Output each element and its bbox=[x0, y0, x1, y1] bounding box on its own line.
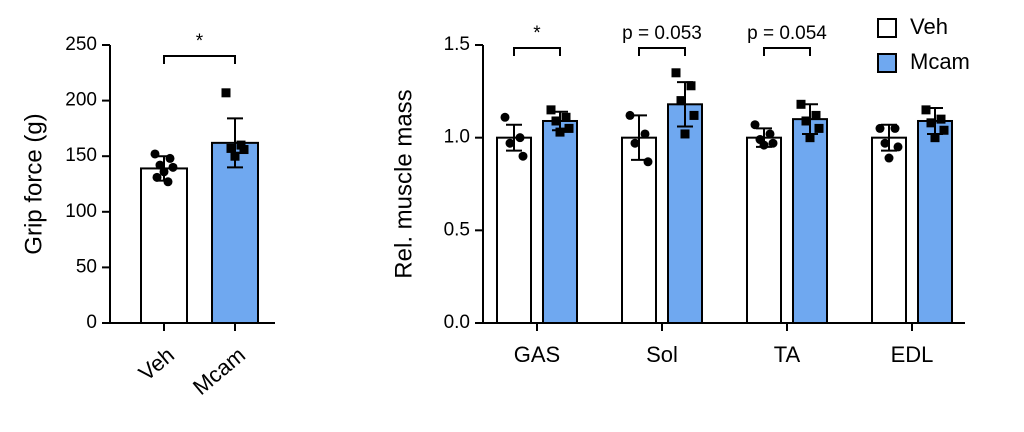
data-point bbox=[671, 68, 681, 78]
data-point bbox=[768, 138, 778, 148]
bar bbox=[792, 118, 828, 324]
data-point bbox=[796, 99, 806, 109]
data-point bbox=[643, 157, 653, 167]
legend-swatch bbox=[877, 53, 897, 73]
bar bbox=[211, 141, 259, 324]
annotation: * bbox=[196, 31, 204, 52]
x-tick-label: Mcam bbox=[188, 342, 250, 400]
annotation: * bbox=[533, 23, 541, 44]
x-tick-label: TA bbox=[774, 342, 801, 367]
data-point bbox=[505, 138, 515, 148]
data-point bbox=[880, 138, 890, 148]
data-point bbox=[150, 149, 160, 159]
legend-label: Mcam bbox=[910, 49, 970, 74]
data-point bbox=[939, 125, 949, 135]
data-point bbox=[676, 96, 686, 106]
data-point bbox=[168, 162, 178, 172]
data-point bbox=[152, 172, 162, 182]
significance-bracket bbox=[638, 47, 686, 56]
data-point bbox=[555, 127, 565, 137]
data-point bbox=[625, 110, 635, 120]
y-tick-label: 150 bbox=[65, 145, 97, 166]
legend-label: Veh bbox=[910, 14, 948, 39]
data-point bbox=[564, 123, 574, 133]
error-bar bbox=[506, 123, 522, 152]
data-point bbox=[750, 120, 760, 130]
data-point bbox=[518, 151, 528, 161]
data-point bbox=[515, 133, 525, 143]
data-point bbox=[226, 143, 236, 153]
data-point bbox=[805, 133, 815, 143]
bar bbox=[746, 136, 782, 324]
data-point bbox=[890, 123, 900, 133]
data-point bbox=[689, 110, 699, 120]
data-point bbox=[561, 112, 571, 122]
y-tick-label: 0 bbox=[86, 312, 97, 333]
bar bbox=[140, 167, 188, 324]
significance-bracket bbox=[513, 47, 561, 56]
data-point bbox=[239, 145, 249, 155]
x-tick-label: GAS bbox=[514, 342, 560, 367]
y-tick-label: 1.0 bbox=[444, 127, 470, 148]
data-point bbox=[500, 112, 510, 122]
y-tick-label: 50 bbox=[76, 256, 97, 277]
significance-bracket bbox=[763, 47, 811, 56]
data-point bbox=[640, 129, 650, 139]
data-point bbox=[630, 138, 640, 148]
x-tick-label: EDL bbox=[891, 342, 934, 367]
data-point bbox=[551, 116, 561, 126]
bar bbox=[871, 136, 907, 324]
x-tick-label: Veh bbox=[134, 342, 179, 386]
data-point bbox=[159, 167, 169, 177]
data-point bbox=[155, 160, 165, 170]
x-tick-label: Sol bbox=[646, 342, 678, 367]
bar bbox=[621, 136, 657, 324]
y-tick-label: 200 bbox=[65, 90, 97, 111]
data-point bbox=[759, 140, 769, 150]
data-point bbox=[765, 129, 775, 139]
y-tick-label: 0.0 bbox=[444, 312, 470, 333]
data-point bbox=[936, 114, 946, 124]
data-point bbox=[884, 153, 894, 163]
y-tick-label: 0.5 bbox=[444, 219, 470, 240]
annotation: p = 0.054 bbox=[747, 23, 827, 44]
data-point bbox=[230, 151, 240, 161]
data-point bbox=[926, 118, 936, 128]
data-point bbox=[811, 110, 821, 120]
data-point bbox=[893, 142, 903, 152]
data-point bbox=[930, 133, 940, 143]
y-tick-label: 250 bbox=[65, 34, 97, 55]
annotation: p = 0.053 bbox=[622, 23, 702, 44]
bar bbox=[496, 136, 532, 324]
bar bbox=[542, 119, 578, 324]
data-point bbox=[163, 177, 173, 187]
data-point bbox=[921, 105, 931, 115]
legend-swatch bbox=[877, 18, 897, 38]
y-axis-label: Rel. muscle mass bbox=[390, 89, 417, 278]
bar bbox=[917, 119, 953, 324]
data-point bbox=[875, 123, 885, 133]
data-point bbox=[814, 123, 824, 133]
data-point bbox=[546, 105, 556, 115]
significance-bracket bbox=[163, 55, 236, 64]
data-point bbox=[680, 129, 690, 139]
data-point bbox=[165, 153, 175, 163]
y-tick-label: 1.5 bbox=[444, 34, 470, 55]
data-point bbox=[801, 116, 811, 126]
y-axis-label: Grip force (g) bbox=[20, 113, 47, 254]
data-point bbox=[221, 88, 231, 98]
data-point bbox=[686, 81, 696, 91]
y-tick-label: 100 bbox=[65, 201, 97, 222]
